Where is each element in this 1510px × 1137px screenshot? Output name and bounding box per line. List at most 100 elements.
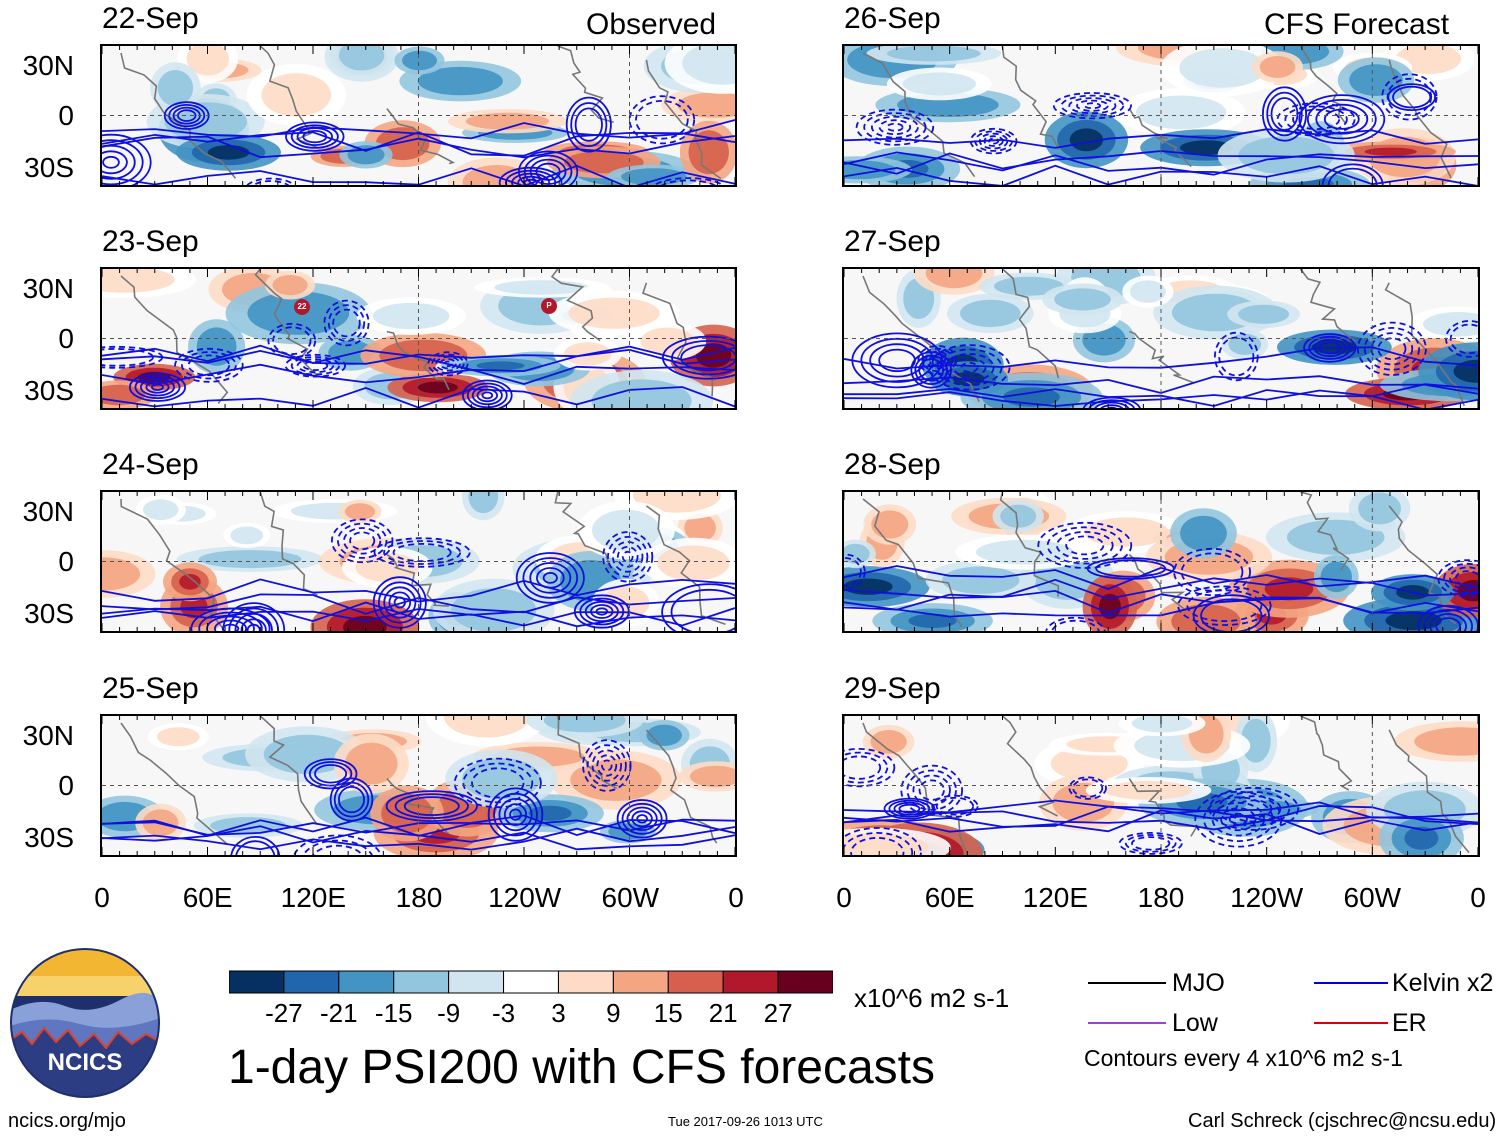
colorbar-tick-label: -9 bbox=[437, 998, 461, 1028]
panel-date: 27-Sep bbox=[844, 225, 941, 258]
psi200-anomaly bbox=[607, 164, 701, 185]
psi200-anomaly bbox=[638, 720, 690, 751]
colorbar-swatch bbox=[722, 970, 779, 994]
psi200-anomaly bbox=[338, 499, 382, 524]
panel-date: 23-Sep bbox=[102, 225, 199, 258]
lat-label: 30S bbox=[24, 822, 74, 853]
psi200-anomaly bbox=[163, 562, 217, 602]
lon-label: 60E bbox=[182, 882, 233, 913]
psi200-anomaly bbox=[356, 297, 466, 335]
psi200-anomaly bbox=[1118, 716, 1206, 737]
psi200-anomaly bbox=[1407, 306, 1478, 342]
colorbar-swatch bbox=[612, 970, 669, 994]
lat-label: 30S bbox=[24, 598, 74, 629]
psi200-anomaly bbox=[223, 522, 271, 549]
psi200-anomaly bbox=[265, 270, 316, 300]
psi200-map-panel bbox=[842, 714, 1480, 857]
lon-label: 0 bbox=[94, 882, 110, 913]
legend-mjo-label: MJO bbox=[1172, 969, 1225, 997]
colorbar-tick-label: 27 bbox=[763, 998, 793, 1028]
panel-date: 28-Sep bbox=[844, 448, 941, 481]
panel-date: 25-Sep bbox=[102, 672, 199, 705]
colorbar-swatch bbox=[667, 970, 724, 994]
colorbar-swatch bbox=[393, 970, 450, 994]
colorbar-tick-label: -3 bbox=[491, 998, 516, 1028]
colorbar-units: x10^6 m2 s-1 bbox=[854, 983, 1010, 1013]
lon-label: 120E bbox=[1022, 882, 1089, 913]
legend-er-label: ER bbox=[1392, 1009, 1427, 1037]
psi200-anomaly bbox=[947, 293, 1034, 333]
psi200-anomaly bbox=[548, 290, 680, 336]
lat-label: 0 bbox=[58, 546, 74, 577]
psi200-anomaly bbox=[1116, 88, 1246, 137]
lat-label: 30S bbox=[24, 152, 74, 183]
colorbar-swatch bbox=[777, 970, 834, 994]
footer-author: Carl Schreck (cjschrec@ncsu.edu) bbox=[1188, 1110, 1497, 1132]
psi200-anomaly bbox=[394, 46, 445, 75]
psi200-anomaly bbox=[1252, 51, 1303, 83]
psi200-anomaly bbox=[425, 716, 549, 747]
psi200-map-panel bbox=[842, 44, 1480, 187]
lat-label: 30N bbox=[22, 273, 74, 304]
psi200-anomaly bbox=[863, 504, 917, 545]
tropical-cyclone-marker: P bbox=[541, 298, 557, 314]
legend-kelvin-label: Kelvin x2 bbox=[1392, 969, 1494, 997]
psi200-anomaly bbox=[1160, 46, 1285, 97]
lat-label: 0 bbox=[58, 100, 74, 131]
colorbar-swatch bbox=[283, 970, 340, 994]
lat-label: 30N bbox=[22, 50, 74, 81]
psi200-anomaly bbox=[150, 62, 201, 114]
psi200-anomaly bbox=[147, 723, 209, 751]
psi200-anomaly bbox=[1122, 275, 1174, 308]
psi200-anomaly bbox=[176, 134, 281, 171]
lat-label: 30S bbox=[24, 375, 74, 406]
psi200-anomaly bbox=[925, 560, 1037, 600]
psi200-anomaly bbox=[462, 492, 505, 521]
psi200-anomaly bbox=[448, 109, 567, 134]
psi200-anomaly bbox=[102, 269, 196, 299]
tropical-cyclone-marker: 22 bbox=[294, 299, 310, 315]
lon-label: 120E bbox=[280, 882, 347, 913]
psi200-anomaly bbox=[1217, 128, 1355, 183]
lon-label: 60W bbox=[1343, 882, 1402, 913]
lon-label: 60E bbox=[924, 882, 975, 913]
colorbar-tick-label: -21 bbox=[320, 998, 358, 1028]
psi200-map-panel bbox=[100, 714, 737, 857]
psi200-map-panel bbox=[100, 490, 737, 633]
colorbar-tick-label: 3 bbox=[551, 998, 566, 1028]
psi200-anomaly bbox=[844, 539, 876, 569]
psi200-anomaly bbox=[1044, 111, 1129, 169]
colorbar-tick-label: 9 bbox=[606, 998, 621, 1028]
colorbar-swatch bbox=[503, 970, 559, 994]
psi200-anomaly bbox=[1170, 508, 1237, 559]
panel-date: 29-Sep bbox=[844, 672, 941, 705]
psi200-anomaly bbox=[246, 63, 346, 126]
forecast-header: CFS Forecast bbox=[1264, 8, 1450, 41]
ncics-logo: NCICS bbox=[10, 948, 160, 1098]
lon-label: 180 bbox=[395, 882, 443, 913]
psi200-anomaly bbox=[628, 321, 707, 361]
psi200-anomaly bbox=[992, 499, 1044, 533]
legend-contour-note: Contours every 4 x10^6 m2 s-1 bbox=[1084, 1045, 1403, 1071]
panel-date: 22-Sep bbox=[102, 2, 199, 35]
coastlines bbox=[120, 269, 714, 404]
panel-date: 26-Sep bbox=[844, 2, 941, 35]
lon-label: 180 bbox=[1137, 882, 1185, 913]
coastlines bbox=[862, 269, 1466, 407]
colorbar-swatch bbox=[448, 970, 505, 994]
psi200-anomaly bbox=[1042, 283, 1123, 316]
lon-label: 120W bbox=[1230, 882, 1304, 913]
colorbar-tick-label: 21 bbox=[708, 998, 738, 1028]
psi200-anomaly bbox=[955, 534, 1094, 570]
lon-label: 0 bbox=[1470, 882, 1486, 913]
psi200-anomaly bbox=[886, 67, 992, 101]
footer-timestamp: Tue 2017-09-26 1013 UTC bbox=[668, 1114, 823, 1129]
lat-label: 30N bbox=[22, 496, 74, 527]
psi200-anomaly bbox=[577, 500, 675, 560]
coastlines bbox=[120, 492, 726, 629]
psi200-anomaly bbox=[1227, 300, 1300, 329]
colorbar-swatch bbox=[557, 970, 614, 994]
colorbar-tick-label: -27 bbox=[265, 998, 303, 1028]
legend: MJO Kelvin x2 Low ER Contours every 4 x1… bbox=[1084, 965, 1506, 1075]
figure-title: 1-day PSI200 with CFS forecasts bbox=[228, 1041, 935, 1094]
